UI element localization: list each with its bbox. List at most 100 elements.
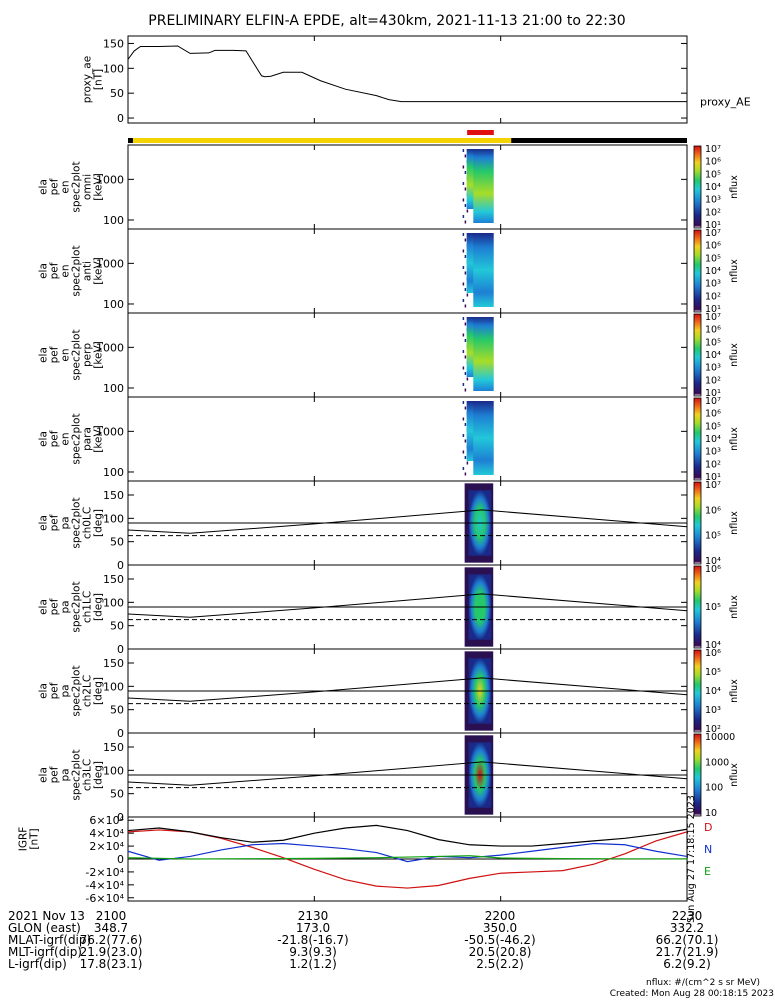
panel-para-speckle — [462, 467, 465, 470]
panel-anti-speckle — [462, 233, 465, 236]
panel-proxy_ae-frame — [127, 35, 688, 124]
panel-ch3LC-colorbar-tick: 10000 — [705, 732, 735, 743]
panel-ch1LC-colorbar-tick: 10⁴ — [705, 640, 721, 651]
panel-perp-speckle — [464, 322, 467, 326]
panel-omni-ytick-label: 100 — [103, 214, 124, 227]
panel-anti-speckle — [464, 288, 467, 291]
panel-ch2LC-ytick-label: 150 — [103, 657, 124, 670]
panel-perp-spectrum-column — [469, 317, 474, 377]
panel-omni: 100 1000 — [96, 144, 688, 230]
panel-ch3LC-ytick-label: 0 — [117, 811, 124, 824]
panel-perp-speckle — [464, 355, 467, 359]
panel-ch1LC-ytick-label: 0 — [117, 643, 124, 656]
panel-anti-spectrum-column — [466, 233, 471, 293]
panel-omni-colorbar-tick: 10¹ — [705, 220, 721, 231]
panel-omni-spectrum-column — [486, 149, 491, 223]
panel-igrf-ytick-label: -2×10⁴ — [85, 866, 124, 879]
panel-ch0LC-ytick-label: 150 — [103, 489, 124, 502]
footer-row-label: GLON (east) — [8, 921, 81, 935]
panel-perp-colorbar-tick: 10⁴ — [705, 350, 721, 361]
footer-row-value: 76.2(77.6) — [79, 933, 143, 947]
panel-ch3LC-ylabel-line: ch3LC — [82, 759, 94, 791]
panel-perp-spectrum-column — [473, 317, 478, 391]
panel-para-ylabel-line: spec2plot — [71, 413, 83, 464]
panel-omni-colorbar-tick: 10⁷ — [705, 144, 721, 155]
panel-igrf-series-E — [127, 855, 688, 860]
panel-para-ytick-label: 100 — [103, 466, 124, 479]
panel-perp-ylabel-line: spec2plot — [71, 329, 83, 380]
panel-anti-spectrum-column — [473, 233, 478, 307]
panel-para-ytick-label: 1000 — [96, 425, 124, 438]
panel-para-spectrum-column — [473, 401, 478, 475]
panel-ch3LC-colorbar-label: nflux — [729, 763, 740, 787]
panel-omni-spectrum-column — [473, 149, 478, 223]
panel-ch3LC-ylabel-line: pa — [60, 768, 72, 781]
panel-ch0LC-ylabel-line: ch0LC — [82, 507, 94, 539]
panel-anti-ylabel-line: anti — [82, 261, 94, 281]
panel-perp-spectrum-column — [486, 317, 491, 391]
panel-para-speckle — [464, 456, 467, 459]
footer-row-label: MLT-igrf(dip) — [8, 945, 82, 959]
panel-para-bg — [128, 397, 687, 481]
panel-para-spectrum-column — [469, 401, 474, 461]
panel-ch2LC: 0 50 100 150 — [103, 648, 688, 740]
panel-ch0LC-ylabel-line: pa — [60, 516, 72, 529]
panel-ch1LC-ylabel-line: pa — [60, 600, 72, 613]
panel-anti-spectrum-column — [476, 233, 481, 307]
panel-anti-spectrum-column — [483, 233, 488, 307]
panel-perp-colorbar-label: nflux — [729, 343, 740, 367]
units-note: nflux: #/(cm^2 s sr MeV) — [646, 978, 760, 988]
panel-para-ylabel-line: pef — [49, 430, 61, 447]
panel-perp-speckle — [462, 350, 465, 353]
panel-perp-spectrum-column — [466, 317, 471, 377]
panel-ch2LC-ylabel-line: ch2LC — [82, 675, 94, 707]
panel-omni-spectrum-column — [476, 149, 481, 223]
panel-perp: 100 1000 — [96, 312, 688, 398]
panel-perp-speckle — [466, 377, 469, 381]
panel-anti-speckle — [464, 304, 467, 308]
panel-ch1LC-colorbar-tick: 10⁵ — [705, 602, 721, 613]
panel-omni-spectrum-column — [489, 149, 494, 223]
panel-ch1LC: 0 50 100 150 — [103, 564, 688, 656]
panel-anti-speckle — [464, 238, 467, 242]
panel-igrf-series-label: N — [704, 843, 712, 856]
panel-ch2LC-colorbar-tick: 10⁴ — [705, 686, 721, 697]
panel-perp-ylabel-line: perp — [82, 343, 94, 367]
panel-igrf-ytick-label: -4×10⁴ — [85, 879, 124, 892]
panel-ch0LC-ylabel-line: spec2plot — [71, 497, 83, 548]
panel-igrf-ylabel-line: IGRF — [18, 827, 30, 852]
panel-ch0LC-colorbar-tick: 10⁷ — [705, 480, 721, 491]
panel-ch2LC-ylabel-line: pef — [49, 682, 61, 699]
panel-para-speckle — [464, 439, 467, 443]
panel-para-spectrum-column — [476, 401, 481, 475]
orbit-bar-segment — [132, 138, 512, 143]
panel-anti-spectrum-column — [486, 233, 491, 307]
panel-ch1LC-colorbar-label: nflux — [729, 595, 740, 619]
footer-row-label: 2021 Nov 13 — [8, 909, 85, 923]
panel-para-spectrum-column — [489, 401, 494, 475]
footer-row-value: 350.0 — [482, 921, 518, 935]
panel-igrf-ytick-label: 6×10⁴ — [89, 814, 124, 827]
panel-ch2LC-colorbar-tick: 10⁶ — [705, 648, 721, 659]
panel-omni-speckle — [464, 220, 467, 224]
panel-omni-speckle — [462, 182, 465, 185]
panel-para-ylabel-line: ela — [38, 431, 50, 447]
panel-anti-bg — [128, 229, 687, 313]
panel-perp-ylabel-line: ela — [38, 347, 50, 363]
orbit-bar-segment — [511, 138, 687, 143]
panel-ch3LC-ytick-label: 50 — [110, 788, 124, 801]
panel-proxy_ae-series-label: proxy_AE — [700, 96, 751, 109]
panel-para-colorbar-label: nflux — [729, 427, 740, 451]
panel-ch3LC-ylabel-line: [deg] — [93, 761, 105, 789]
panel-perp-ylabel-line: [keV] — [93, 341, 105, 369]
panel-ch1LC-ylabel: ela pef pa spec2plot ch1LC [deg] — [38, 581, 105, 632]
panel-perp-colorbar-tick: 10⁶ — [705, 325, 721, 336]
panel-ch0LC-colorbar — [693, 481, 702, 565]
panel-omni-speckle — [462, 149, 465, 152]
panel-omni-colorbar-tick: 10⁴ — [705, 182, 721, 193]
panel-perp-speckle — [464, 388, 467, 392]
panel-proxy_ae-line — [127, 45, 687, 103]
panel-ch0LC-colorbar-tick: 10⁴ — [705, 556, 721, 567]
panel-perp-spectrum-column — [479, 317, 484, 391]
